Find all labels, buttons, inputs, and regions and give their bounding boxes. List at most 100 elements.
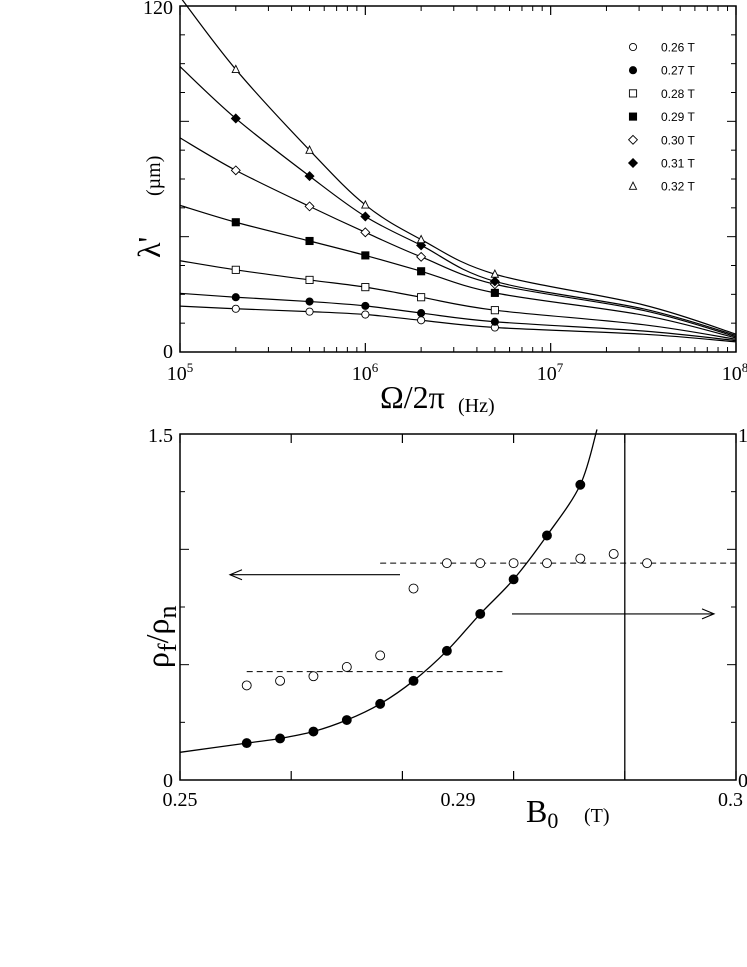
data-point-open — [408, 583, 419, 594]
xlabel-subscript: 0 — [547, 808, 558, 833]
data-point-open — [575, 553, 586, 564]
data-point-0.30T — [416, 251, 427, 262]
legend: 0.26 T 0.27 T 0.28 T 0.29 T 0.30 T 0.31 T 0.32… — [627, 41, 695, 194]
data-point-0.31T — [230, 113, 241, 124]
data-point-open — [241, 680, 252, 691]
ytick-label-right-top: 1 — [738, 425, 747, 447]
data-point-filled — [375, 698, 386, 709]
data-point-0.31T — [304, 171, 315, 182]
fit-line-0.31T — [179, 66, 737, 336]
panel-top-lambda: 0.26 T 0.27 T 0.28 T 0.29 T 0.30 T 0.31 T 0.32… — [131, 0, 747, 417]
data-point-filled — [241, 738, 252, 749]
arrowhead-right — [701, 608, 716, 620]
ytick-label-left-max: 1.5 — [148, 425, 173, 447]
xtick-label-1e5: 105 — [167, 360, 194, 385]
data-point-filled — [441, 645, 452, 656]
data-point-0.31T — [489, 276, 500, 287]
xtick-label-0.29: 0.29 — [441, 789, 476, 811]
data-point-0.32T — [231, 64, 241, 73]
panel-bottom-rho: 1.5 0 1 0 0.25 0.29 0.3 B0 (T) ρf/ρn — [139, 425, 747, 833]
legend-label: 0.28 T — [661, 87, 695, 101]
data-point-open — [375, 650, 386, 661]
data-point-0.28T — [490, 306, 499, 315]
data-point-open — [275, 675, 286, 686]
fit-line-0.32T — [181, 0, 737, 335]
ytick-label-top-max: 120 — [143, 0, 173, 19]
xtick-label-0.25: 0.25 — [163, 789, 198, 811]
ylabel-top: λ' — [131, 237, 167, 258]
data-point-0.26T — [231, 304, 240, 313]
data-point-0.26T — [417, 316, 426, 325]
plot-frame-top — [179, 5, 737, 353]
data-point-filled — [475, 608, 486, 619]
arrowhead-left — [228, 569, 243, 581]
data-point-0.27T — [231, 293, 240, 302]
ytick-label-left-zero: 0 — [163, 770, 173, 792]
legend-label: 0.27 T — [661, 64, 695, 78]
legend-marker-0.30T — [627, 134, 639, 145]
data-point-filled — [508, 574, 519, 585]
ytick-label-right-bottom: 0 — [738, 770, 747, 792]
data-point-filled — [275, 733, 286, 744]
legend-label: 0.32 T — [661, 180, 695, 194]
data-point-open — [341, 662, 352, 672]
data-point-open — [475, 558, 486, 569]
legend-label: 0.29 T — [661, 110, 695, 124]
data-point-0.32T — [490, 269, 500, 278]
data-point-filled — [408, 675, 419, 686]
ytick-label-top-zero: 0 — [163, 341, 173, 363]
data-point-0.28T — [305, 275, 314, 284]
fit-line-0.30T — [179, 137, 737, 338]
xlabel-top: Ω/2π — [380, 379, 445, 415]
data-point-0.28T — [361, 283, 370, 292]
data-point-0.27T — [361, 301, 370, 310]
legend-marker-0.26T — [628, 42, 638, 52]
data-point-0.32T — [361, 199, 370, 209]
data-point-0.29T — [417, 267, 426, 276]
data-point-0.27T — [417, 309, 426, 318]
data-point-0.28T — [417, 293, 426, 302]
data-point-0.30T — [230, 165, 241, 176]
data-point-open — [608, 548, 619, 559]
legend-marker-0.29T — [628, 112, 638, 121]
data-point-0.29T — [361, 251, 370, 260]
legend-marker-0.32T — [628, 181, 638, 190]
xtick-label-1e8: 108 — [722, 360, 747, 385]
data-point-open — [308, 671, 319, 682]
data-point-0.31T — [360, 211, 371, 222]
data-point-0.30T — [360, 227, 371, 238]
xlabel-bottom: B0 — [526, 793, 558, 833]
data-point-filled — [308, 726, 319, 737]
data-point-open — [508, 558, 519, 569]
data-point-open — [542, 558, 552, 569]
data-point-open — [441, 558, 452, 569]
data-point-filled — [341, 715, 352, 725]
data-point-0.31T — [416, 240, 427, 251]
legend-marker-0.31T — [627, 157, 639, 169]
ylabel-bottom: ρf/ρn — [139, 606, 182, 669]
data-point-filled — [542, 530, 552, 541]
ylabel-unit-top: (µm) — [143, 156, 165, 196]
data-point-0.29T — [490, 288, 499, 297]
data-point-0.26T — [305, 307, 314, 316]
data-point-0.30T — [304, 201, 315, 212]
data-point-0.27T — [490, 317, 499, 326]
xlabel-unit-top: (Hz) — [458, 395, 495, 417]
legend-label: 0.26 T — [661, 41, 695, 55]
plot-frame-bottom — [179, 433, 737, 781]
legend-marker-0.27T — [628, 66, 638, 75]
data-point-open — [642, 558, 652, 569]
data-point-0.29T — [305, 236, 314, 246]
fit-curve — [179, 429, 598, 753]
xlabel-unit-bottom: (T) — [584, 805, 610, 827]
data-point-0.27T — [305, 297, 314, 306]
data-point-0.32T — [305, 145, 314, 154]
xtick-label-1e6: 106 — [352, 360, 379, 385]
legend-label: 0.31 T — [661, 157, 695, 171]
data-point-0.28T — [231, 265, 240, 274]
xtick-label-0.3: 0.3 — [718, 789, 743, 811]
legend-label: 0.30 T — [661, 133, 695, 147]
xtick-label-1e7: 107 — [537, 360, 564, 385]
data-point-0.29T — [231, 218, 240, 227]
